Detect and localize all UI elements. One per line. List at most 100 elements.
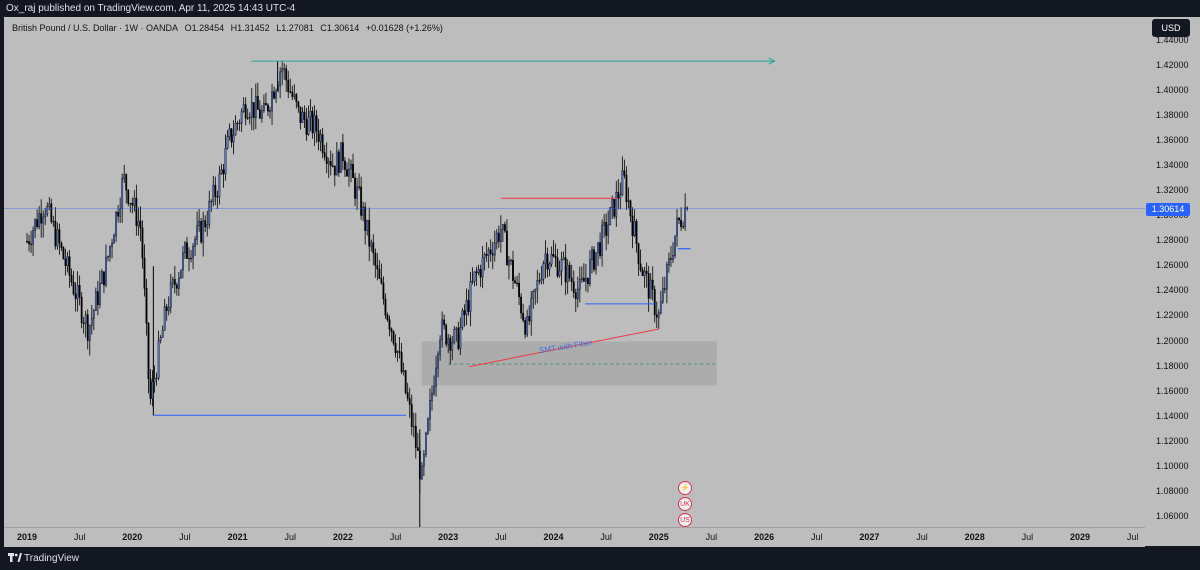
candle-body (416, 447, 419, 451)
candlestick-chart[interactable]: SMT with Fiber (4, 17, 1145, 527)
price-tick-label: 1.22000 (1156, 310, 1189, 321)
candle-body (566, 264, 569, 283)
time-tick-label: 2024 (543, 532, 564, 542)
candle-body (32, 230, 34, 245)
candle-body (641, 269, 644, 276)
candle-body (303, 111, 306, 120)
candle-body (495, 232, 498, 244)
candle-body (297, 101, 300, 107)
candle-body (179, 269, 182, 279)
candle-body (461, 310, 464, 328)
candle-body (578, 279, 581, 290)
news-event-icon[interactable]: ⚡ (678, 481, 692, 495)
candle-body (313, 115, 316, 134)
candle-body (433, 386, 435, 394)
symbol-name: British Pound / U.S. Dollar · 1W · OANDA (12, 23, 179, 33)
candle-body (651, 279, 654, 290)
candle-body (680, 219, 682, 227)
candle-body (96, 291, 99, 305)
candle-body (350, 163, 352, 170)
candle-body (101, 271, 103, 284)
candle-body (123, 174, 126, 179)
candle-body (378, 268, 381, 279)
candle-body (250, 102, 253, 118)
price-tick-label: 1.32000 (1156, 185, 1189, 196)
candle-body (609, 207, 612, 226)
candle-body (599, 242, 601, 256)
candle-body (562, 257, 565, 260)
candle-body (455, 327, 458, 330)
candle-body (414, 426, 417, 448)
candle-body (615, 192, 618, 217)
candle-body (44, 213, 47, 218)
candle-body (384, 298, 387, 316)
candle-body (653, 289, 656, 315)
uk-flag-event-icon[interactable]: UK (678, 497, 692, 511)
candle-body (311, 110, 314, 134)
candle-body (30, 243, 32, 245)
candle-body (380, 278, 383, 284)
candle-body (645, 270, 648, 274)
candle-body (412, 426, 415, 428)
candle-body (548, 263, 551, 270)
chart-plot-area[interactable]: SMT with Fiber British Pound / U.S. Doll… (4, 17, 1145, 527)
time-tick-label: 2019 (16, 532, 38, 542)
candle-body (465, 300, 468, 315)
currency-button[interactable]: USD (1152, 19, 1190, 37)
candle-body (554, 255, 557, 259)
candle-body (242, 104, 245, 112)
candle-body (526, 316, 529, 335)
candle-body (439, 339, 441, 355)
candle-body (356, 186, 358, 199)
candle-body (587, 277, 589, 285)
candle-body (216, 196, 219, 198)
candle-body (501, 224, 504, 230)
candle-body (633, 221, 636, 237)
candle-body (400, 352, 403, 373)
ohlc-open: O1.28454 (184, 23, 225, 33)
last-price-label: 1.30614 (1146, 203, 1190, 216)
price-tick-label: 1.40000 (1156, 84, 1189, 95)
candle-body (617, 192, 620, 199)
time-tick-label: Jul (810, 532, 823, 542)
candle-body (672, 255, 674, 260)
candle-body (390, 328, 393, 332)
candle-body (165, 306, 168, 312)
candle-body (52, 220, 55, 223)
candle-body (459, 327, 462, 349)
time-tick-label: Jul (495, 532, 507, 542)
candle-body (354, 177, 356, 199)
us-flag-event-icon[interactable]: US (678, 513, 692, 527)
candle-body (402, 370, 405, 373)
candle-body (601, 224, 604, 256)
candle-body (481, 257, 484, 278)
candle-body (317, 130, 320, 142)
candle-body (88, 325, 91, 341)
candle-body (463, 310, 466, 315)
candle-body (248, 116, 251, 119)
candle-body (107, 256, 109, 258)
candle-body (431, 393, 433, 401)
candle-body (522, 312, 525, 321)
candle-body (182, 252, 184, 271)
candle-body (499, 229, 502, 242)
candle-body (536, 280, 539, 290)
time-tick-label: 2026 (754, 532, 775, 542)
candle-body (137, 220, 140, 226)
candle-body (323, 152, 326, 158)
time-axis[interactable]: 2019 Jul 2020 Jul 2021 Jul 2022 Jul 2023 Jul 2024 J… (4, 527, 1145, 547)
price-tick-label: 1.10000 (1156, 460, 1189, 471)
candle-body (271, 91, 273, 111)
candle-body (558, 270, 561, 277)
candle-body (135, 197, 138, 226)
candle-body (676, 217, 678, 237)
top-bar: Ox_raj published on TradingView.com, Apr… (0, 0, 1200, 17)
candle-body (184, 242, 186, 254)
candle-body (396, 351, 399, 353)
candle-body (283, 68, 286, 70)
candle-body (342, 142, 344, 162)
candle-body (550, 254, 553, 265)
candle-body (514, 280, 516, 284)
price-axis[interactable]: 1.44000 1.42000 1.40000 1.38000 1.36000 1.340… (1145, 17, 1200, 527)
candle-body (34, 219, 36, 231)
